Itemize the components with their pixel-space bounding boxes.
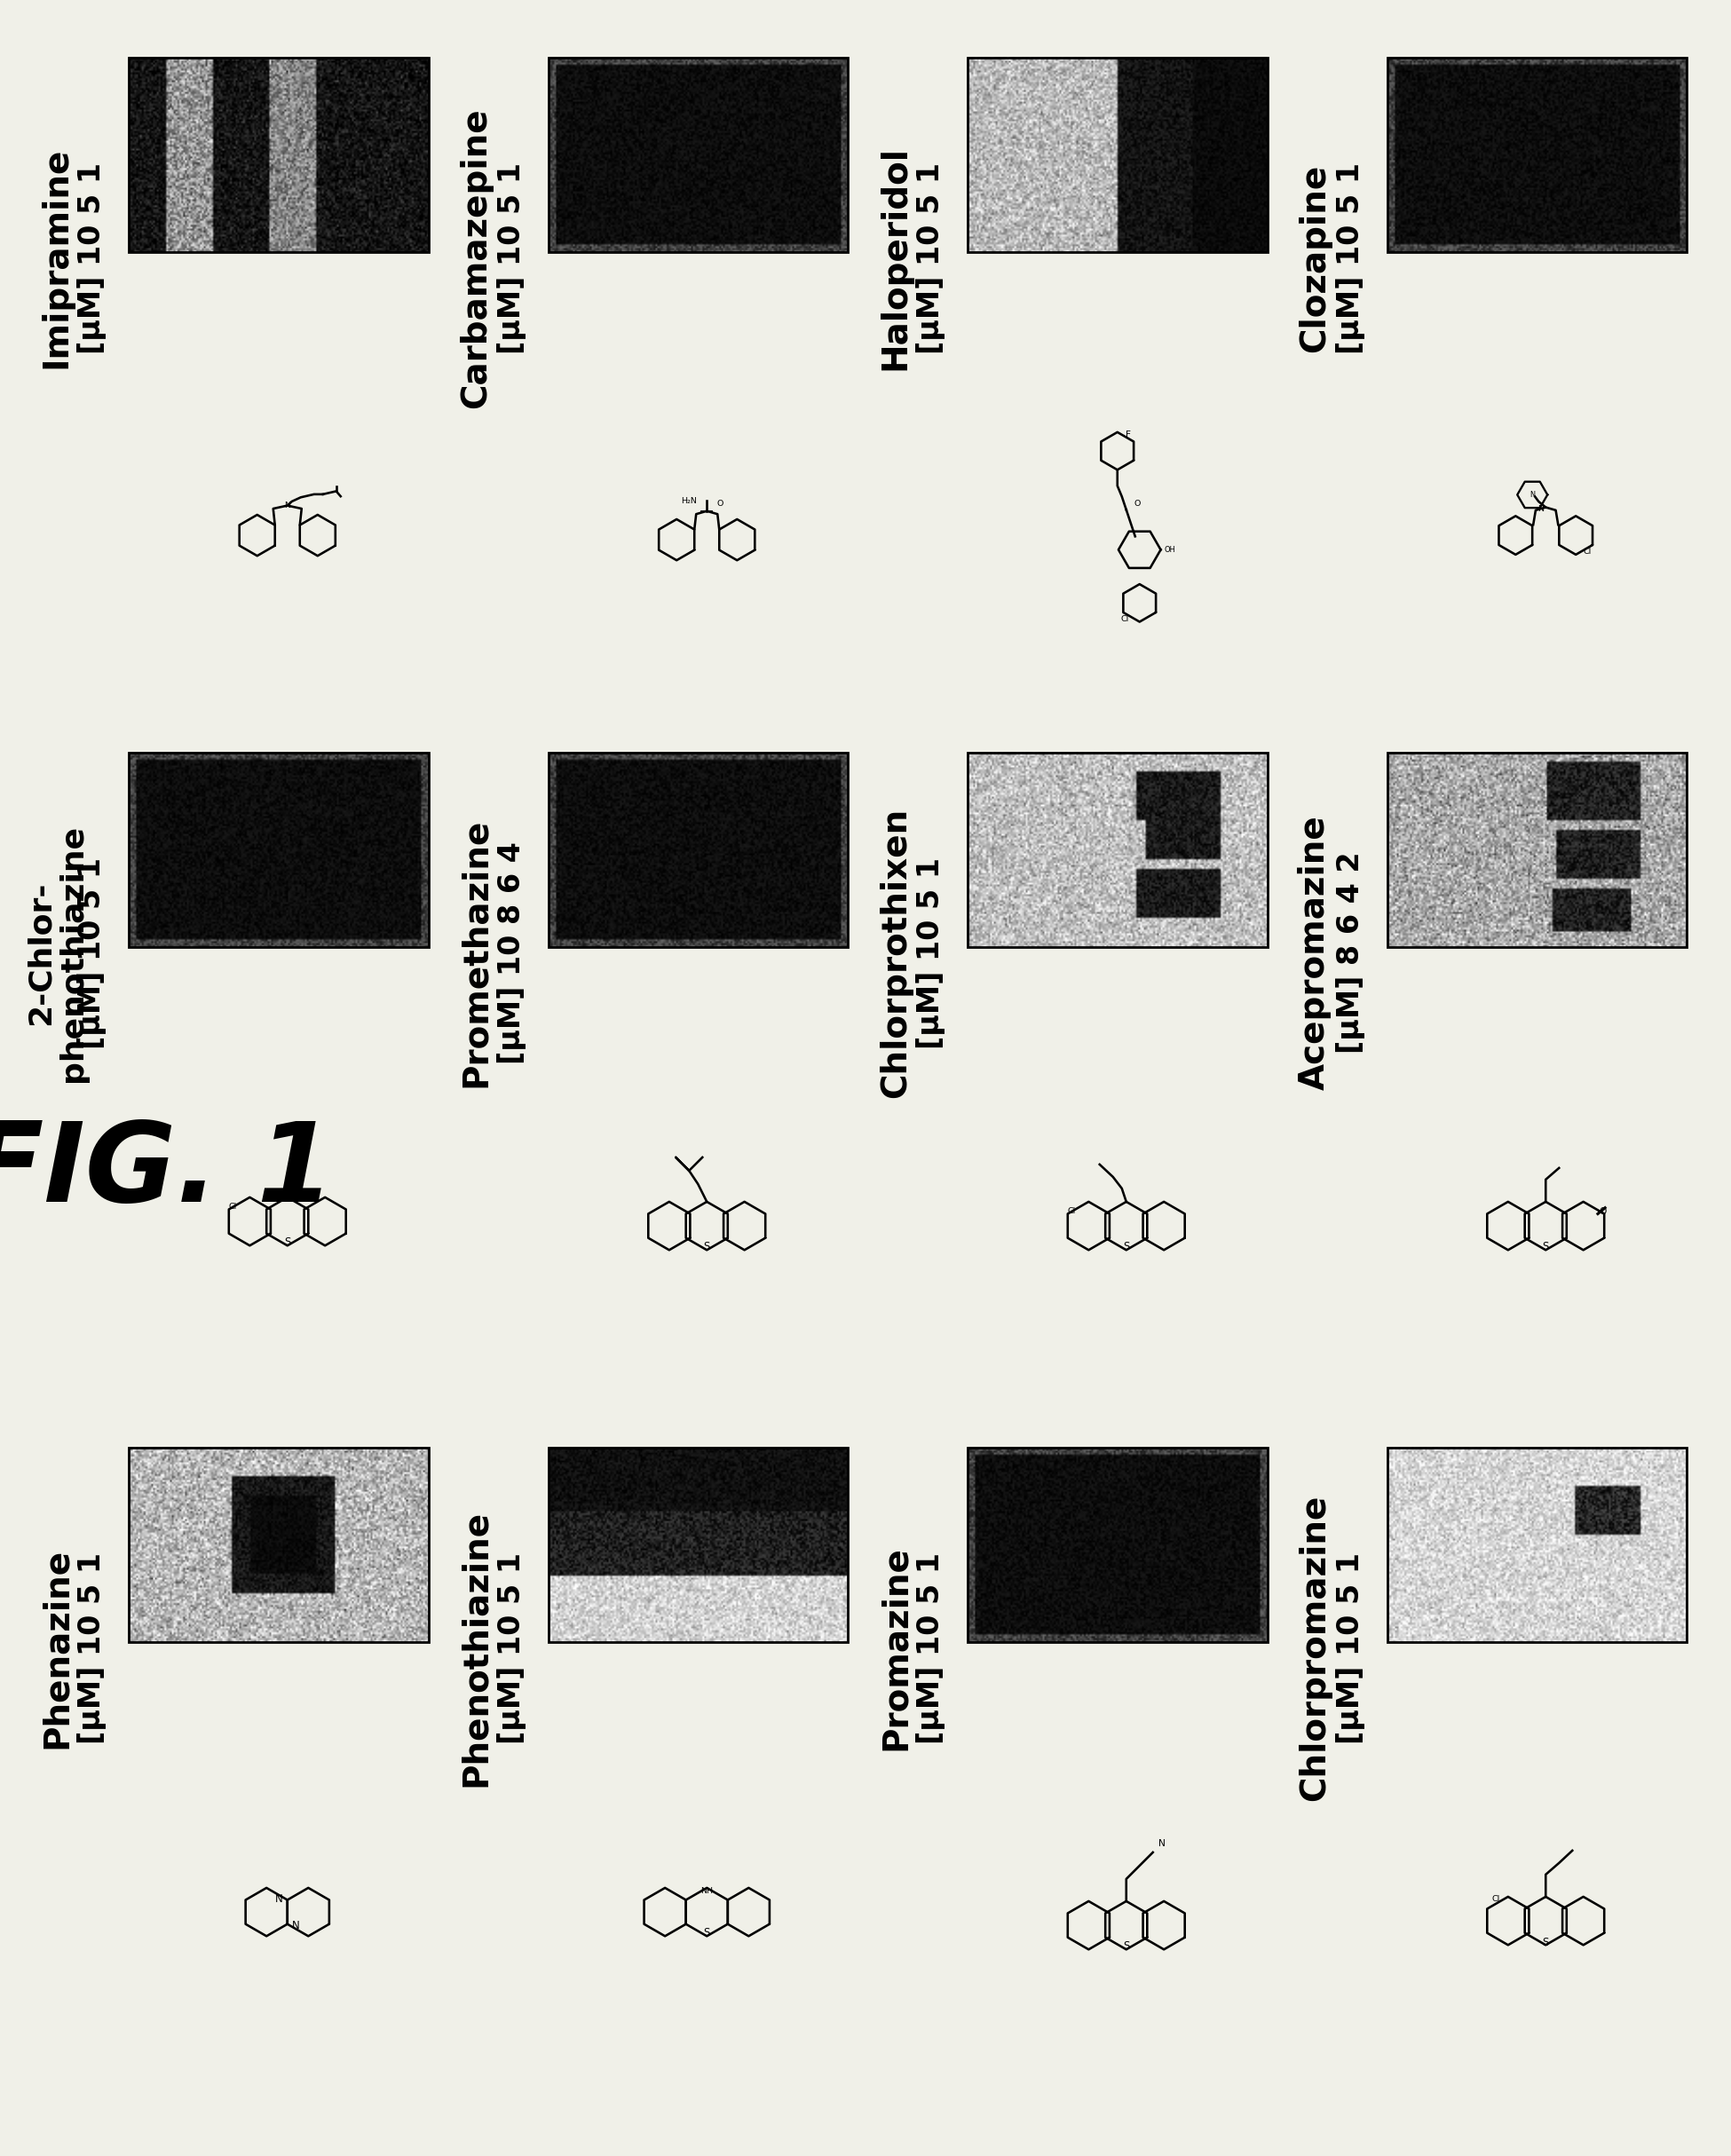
Text: [μM] 10 5 1: [μM] 10 5 1 <box>1336 162 1366 354</box>
Text: [μM] 10 8 6 4: [μM] 10 8 6 4 <box>497 841 526 1065</box>
Text: Carbamazepine: Carbamazepine <box>459 108 493 407</box>
Text: [μM] 10 5 1: [μM] 10 5 1 <box>497 162 526 354</box>
Text: [μM] 10 5 1: [μM] 10 5 1 <box>916 858 945 1048</box>
Bar <box>549 752 848 946</box>
Text: [μM] 8 6 4 2: [μM] 8 6 4 2 <box>1336 852 1366 1054</box>
Bar <box>128 752 428 946</box>
Text: [μM] 10 5 1: [μM] 10 5 1 <box>916 1552 945 1744</box>
Text: [μM] 10 5 1: [μM] 10 5 1 <box>497 1552 526 1744</box>
Text: S: S <box>1542 1240 1549 1253</box>
Bar <box>128 1447 428 1643</box>
Text: Promazine: Promazine <box>879 1546 912 1751</box>
Text: S: S <box>1123 1940 1130 1951</box>
Text: Cl: Cl <box>1492 1895 1501 1904</box>
Text: N: N <box>1537 505 1544 513</box>
Text: H₂N: H₂N <box>680 496 698 505</box>
Text: N: N <box>284 502 291 509</box>
Text: OH: OH <box>1163 545 1175 554</box>
Text: S: S <box>1123 1240 1130 1253</box>
Text: Haloperidol: Haloperidol <box>879 147 912 371</box>
Bar <box>968 1447 1267 1643</box>
Text: S: S <box>703 1927 710 1938</box>
Text: N: N <box>1158 1839 1165 1848</box>
Bar <box>1387 752 1686 946</box>
Text: N: N <box>1530 492 1535 498</box>
Text: [μM] 10 5 1: [μM] 10 5 1 <box>78 858 107 1048</box>
Text: Chlorpromazine: Chlorpromazine <box>1298 1494 1331 1800</box>
Text: Acepromazine: Acepromazine <box>1298 815 1331 1091</box>
Text: Cl: Cl <box>228 1203 237 1212</box>
Bar <box>128 58 428 252</box>
Bar <box>549 58 848 252</box>
Bar <box>1387 58 1686 252</box>
Text: S: S <box>284 1235 291 1248</box>
Text: NH: NH <box>701 1886 713 1895</box>
Bar <box>968 752 1267 946</box>
Text: [μM] 10 5 1: [μM] 10 5 1 <box>916 162 945 354</box>
Text: Promethazine: Promethazine <box>459 819 493 1087</box>
Text: N: N <box>275 1893 282 1904</box>
Text: Cl: Cl <box>1584 548 1591 556</box>
Text: Phenazine: Phenazine <box>40 1548 73 1749</box>
Bar <box>1387 1447 1686 1643</box>
Text: Cl: Cl <box>1068 1207 1077 1216</box>
Text: Clozapine: Clozapine <box>1298 164 1331 351</box>
Text: S: S <box>703 1240 710 1253</box>
Bar <box>968 58 1267 252</box>
Text: [μM] 10 5 1: [μM] 10 5 1 <box>78 1552 107 1744</box>
Bar <box>549 1447 848 1643</box>
Text: O: O <box>1599 1207 1606 1216</box>
Text: Cl: Cl <box>1120 614 1129 623</box>
Text: S: S <box>1542 1936 1549 1949</box>
Text: Imipramine: Imipramine <box>40 147 73 369</box>
Text: [μM] 10 5 1: [μM] 10 5 1 <box>78 162 107 354</box>
Text: [μM] 10 5 1: [μM] 10 5 1 <box>1336 1552 1366 1744</box>
Text: O: O <box>717 500 724 509</box>
Text: Phenothiazine: Phenothiazine <box>459 1509 493 1787</box>
Text: N: N <box>293 1919 299 1932</box>
Text: Chlorprothixen: Chlorprothixen <box>879 808 912 1097</box>
Text: 2-Chlor-
phenothiazine: 2-Chlor- phenothiazine <box>26 824 88 1082</box>
Text: F: F <box>1127 431 1132 440</box>
Text: O: O <box>1134 500 1141 507</box>
Text: FIG. 1: FIG. 1 <box>0 1119 334 1225</box>
